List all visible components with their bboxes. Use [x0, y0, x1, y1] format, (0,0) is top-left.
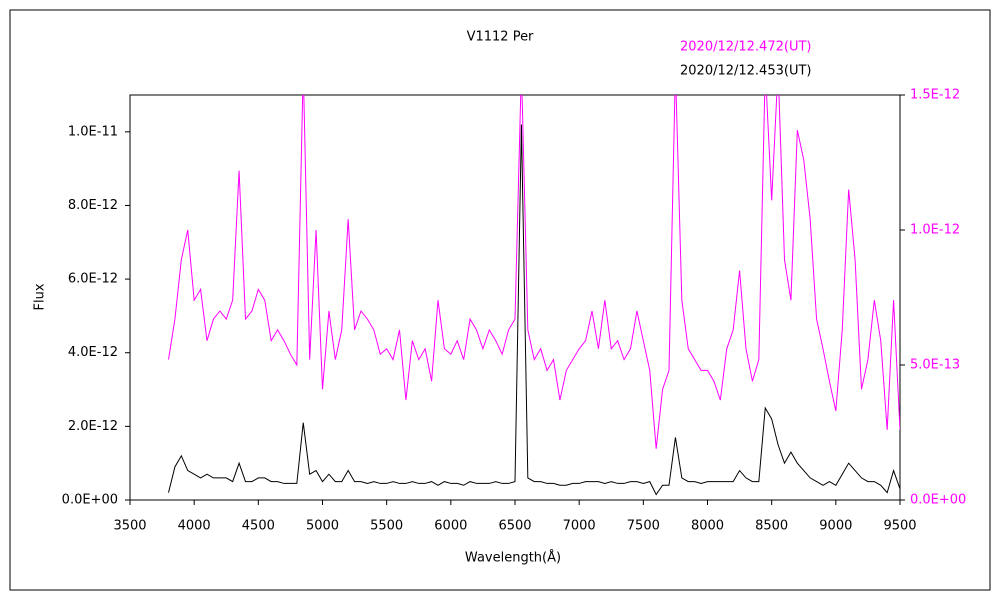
- y2-tick-label: 1.0E-12: [910, 223, 960, 238]
- y2-tick-label: 1.5E-12: [910, 88, 960, 103]
- y-tick-label: 6.0E-12: [68, 272, 118, 287]
- x-tick-label: 6000: [434, 519, 467, 534]
- x-tick-label: 7500: [627, 519, 660, 534]
- x-tick-label: 8500: [755, 519, 788, 534]
- y-tick-label: 2.0E-12: [68, 419, 118, 434]
- x-tick-label: 3500: [113, 519, 146, 534]
- x-tick-label: 5000: [306, 519, 339, 534]
- y-tick-label: 0.0E+00: [62, 493, 118, 508]
- x-tick-label: 8000: [691, 519, 724, 534]
- spectrum-line: [168, 95, 900, 449]
- spectrum-line: [168, 124, 900, 496]
- x-tick-label: 5500: [370, 519, 403, 534]
- plot-lines: [168, 95, 900, 496]
- y-axis-label: Flux: [33, 283, 48, 310]
- x-axis-label: Wavelength(Å): [465, 550, 561, 566]
- x-tick-label: 6500: [498, 519, 531, 534]
- y2-tick-label: 5.0E-13: [910, 358, 960, 373]
- legend-entry: 2020/12/12.472(UT): [680, 40, 811, 55]
- chart-title: V1112 Per: [467, 30, 534, 45]
- x-tick-label: 9000: [819, 519, 852, 534]
- y-tick-label: 4.0E-12: [68, 345, 118, 360]
- legend-entry: 2020/12/12.453(UT): [680, 64, 811, 79]
- x-tick-label: 4500: [242, 519, 275, 534]
- x-tick-label: 7000: [563, 519, 596, 534]
- frame: [9, 9, 991, 591]
- y-tick-label: 1.0E-11: [68, 124, 118, 139]
- y-tick-label: 8.0E-12: [68, 198, 118, 213]
- y2-tick-label: 0.0E+00: [910, 493, 966, 508]
- x-tick-label: 9500: [883, 519, 916, 534]
- x-tick-label: 4000: [178, 519, 211, 534]
